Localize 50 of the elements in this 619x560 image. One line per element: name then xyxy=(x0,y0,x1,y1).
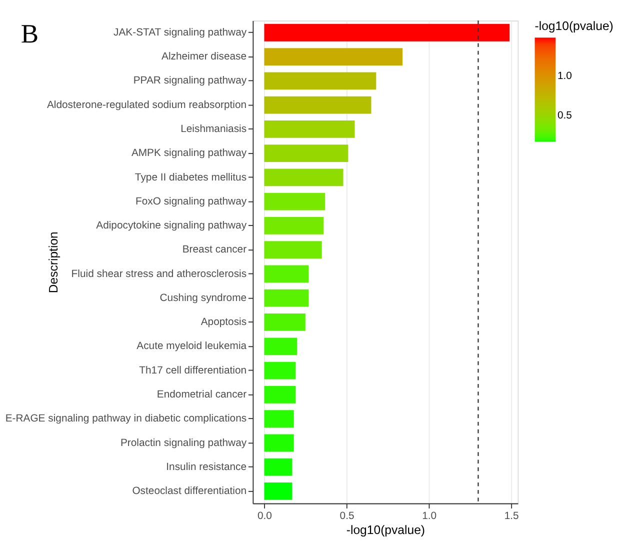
bar xyxy=(264,458,292,476)
bar xyxy=(264,265,309,283)
y-tick-label: Th17 cell differentiation xyxy=(139,365,247,376)
color-bar-label: 0.5 xyxy=(557,110,572,122)
bar xyxy=(264,314,306,331)
bar xyxy=(264,96,372,114)
color-bar-label: 1.0 xyxy=(557,71,572,82)
y-tick-label: Fluid shear stress and atherosclerosis xyxy=(71,268,247,280)
x-axis-title: -log10(pvalue) xyxy=(346,523,425,538)
bar xyxy=(264,482,292,500)
bar xyxy=(264,362,296,380)
y-axis-title: Description xyxy=(46,231,60,294)
bar xyxy=(264,144,348,162)
y-tick-label: JAK-STAT signaling pathway xyxy=(114,27,248,38)
y-tick-label: PPAR signaling pathway xyxy=(133,76,248,87)
y-tick-label: Breast cancer xyxy=(182,244,248,256)
bar xyxy=(264,217,324,234)
x-tick-label: 0.0 xyxy=(257,510,272,522)
bar xyxy=(264,241,322,259)
x-tick-label: 0.5 xyxy=(340,510,354,522)
bar xyxy=(264,48,402,66)
x-tick-label: 1.5 xyxy=(504,510,520,522)
bar xyxy=(264,72,376,90)
bar xyxy=(264,386,296,404)
y-tick-label: AMPK signaling pathway xyxy=(131,148,248,160)
y-tick-label: Endometrial cancer xyxy=(156,389,248,400)
y-tick-label: FoxO signaling pathway xyxy=(135,196,248,208)
y-tick-label: Adipocytokine signaling pathway xyxy=(96,220,248,232)
y-tick-label: Acute myeloid leukemia xyxy=(136,341,247,352)
y-tick-label: E-RAGE signaling pathway in diabetic complications xyxy=(5,414,247,425)
bar xyxy=(264,168,344,186)
x-tick-label: 1.0 xyxy=(422,510,437,522)
y-tick-label: Alzheimer disease xyxy=(162,52,247,63)
y-tick-label: Leishmaniasis xyxy=(180,124,247,136)
y-tick-label: Aldosterone-regulated sodium reabsorption xyxy=(46,100,247,111)
y-tick-label: Type II diabetes mellitus xyxy=(134,172,247,184)
y-tick-label: Cushing syndrome xyxy=(160,292,247,304)
bar xyxy=(264,338,298,356)
y-tick-label: Apoptosis xyxy=(200,317,247,328)
bar xyxy=(264,24,510,42)
bar xyxy=(264,120,355,138)
bar xyxy=(264,289,309,307)
text: B xyxy=(20,18,39,49)
y-tick-label: Osteoclast differentiation xyxy=(132,486,247,498)
bar xyxy=(264,192,326,210)
y-tick-label: Insulin resistance xyxy=(166,462,247,473)
y-tick-label: Prolactin signaling pathway xyxy=(120,438,248,449)
legend-title: -log10(pvalue) xyxy=(534,19,614,34)
bar xyxy=(264,410,294,428)
bar xyxy=(264,434,294,452)
